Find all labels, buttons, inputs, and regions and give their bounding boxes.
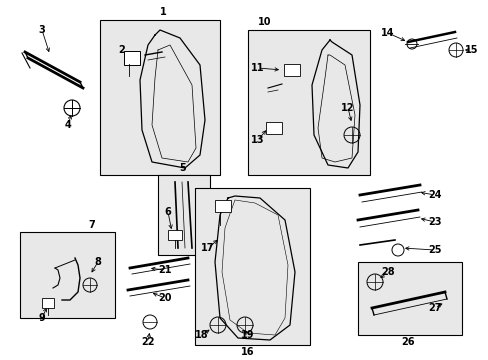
Text: 25: 25 [427, 245, 441, 255]
Bar [20, 232, 115, 318]
Text: 10: 10 [258, 17, 271, 27]
Text: 3: 3 [39, 25, 45, 35]
Text: 8: 8 [94, 257, 101, 267]
Text: 21: 21 [158, 265, 171, 275]
Text: 13: 13 [251, 135, 264, 145]
Bar [158, 175, 209, 255]
Text: 14: 14 [381, 28, 394, 38]
Text: 26: 26 [401, 337, 414, 347]
Text: 16: 16 [241, 347, 254, 357]
Text: 7: 7 [88, 220, 95, 230]
Bar [168, 230, 182, 240]
Text: 28: 28 [381, 267, 394, 277]
Bar [265, 122, 282, 134]
Text: 5: 5 [179, 163, 186, 173]
Bar [100, 20, 220, 175]
Text: 6: 6 [164, 207, 171, 217]
Text: 2: 2 [119, 45, 125, 55]
FancyBboxPatch shape [124, 51, 140, 65]
Text: 11: 11 [251, 63, 264, 73]
Bar [195, 188, 309, 345]
Text: 23: 23 [427, 217, 441, 227]
Text: 18: 18 [195, 330, 208, 340]
Bar [215, 200, 230, 212]
Text: 24: 24 [427, 190, 441, 200]
Bar [247, 30, 369, 175]
Text: 17: 17 [201, 243, 214, 253]
Text: 12: 12 [341, 103, 354, 113]
Text: 4: 4 [64, 120, 71, 130]
Bar [42, 298, 54, 308]
Text: 19: 19 [241, 330, 254, 340]
Bar [357, 262, 461, 335]
Bar [284, 64, 299, 76]
Text: 1: 1 [159, 7, 166, 17]
Text: 20: 20 [158, 293, 171, 303]
Text: 15: 15 [464, 45, 478, 55]
Text: 9: 9 [39, 313, 45, 323]
Text: 22: 22 [141, 337, 154, 347]
Text: 27: 27 [427, 303, 441, 313]
